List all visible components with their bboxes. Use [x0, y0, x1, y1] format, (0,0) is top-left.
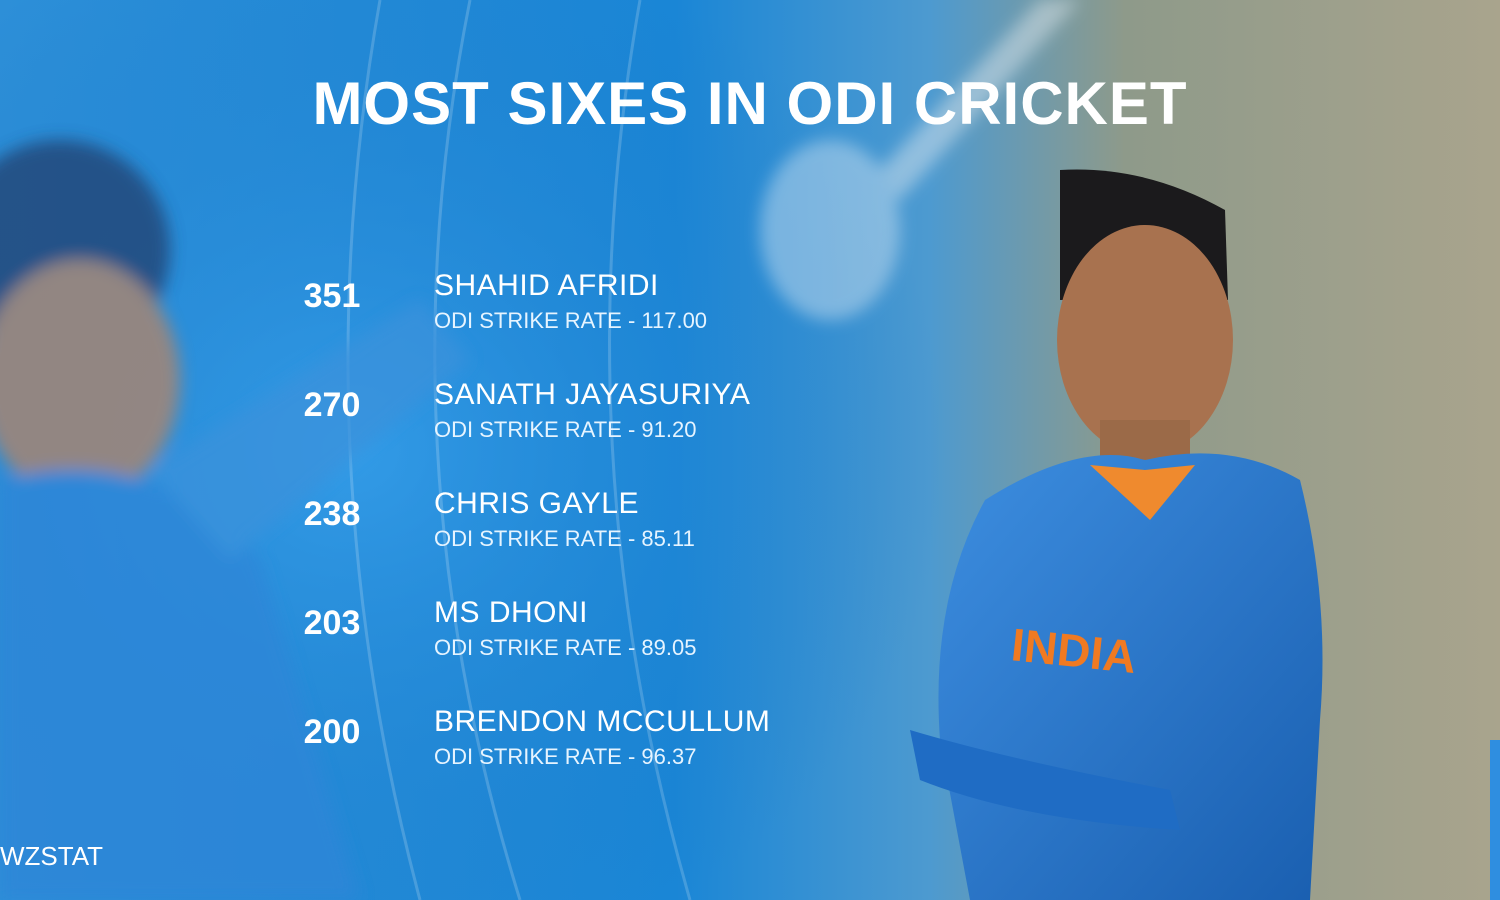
title: MOST SIXES IN ODI CRICKET: [312, 70, 1187, 137]
player-name: SHAHID AFRIDI: [434, 269, 659, 302]
list: 351 SHAHID AFRIDI ODI STRIKE RATE - 117.00…: [304, 269, 770, 769]
sixes-count: 270: [304, 386, 361, 424]
strike-rate: ODI STRIKE RATE - 89.05: [434, 635, 696, 660]
edge-logo: [1490, 740, 1500, 900]
strike-rate: ODI STRIKE RATE - 96.37: [434, 744, 696, 769]
player-name: BRENDON MCCULLUM: [434, 705, 770, 738]
strike-rate: ODI STRIKE RATE - 117.00: [434, 308, 707, 333]
bat: [760, 0, 1080, 320]
sixes-count: 203: [304, 604, 361, 642]
strike-rate: ODI STRIKE RATE - 85.11: [434, 526, 695, 551]
player-name: CHRIS GAYLE: [434, 487, 639, 520]
right-player: INDIA: [910, 169, 1323, 900]
left-player: [0, 140, 470, 900]
sixes-count: 200: [304, 713, 361, 751]
player-name: SANATH JAYASURIYA: [434, 378, 750, 411]
sixes-count: 238: [304, 495, 361, 533]
player-name: MS DHONI: [434, 596, 588, 629]
sixes-count: 351: [304, 277, 361, 315]
strike-rate: ODI STRIKE RATE - 91.20: [434, 417, 696, 442]
footer-handle: WZSTAT: [0, 841, 103, 871]
